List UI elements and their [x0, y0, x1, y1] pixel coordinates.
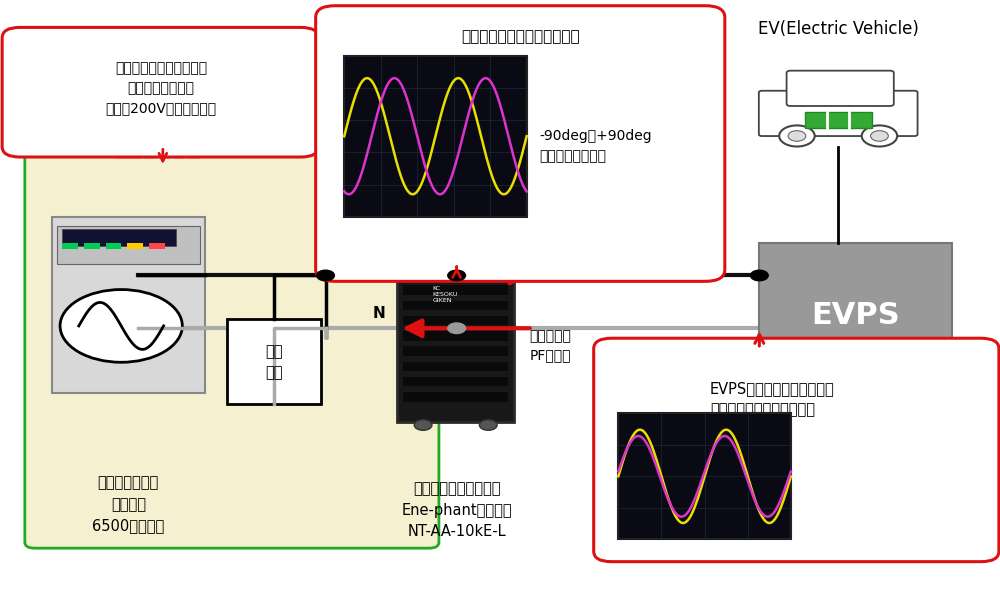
Bar — [403, 331, 508, 340]
Circle shape — [448, 323, 466, 333]
Bar — [52, 217, 205, 392]
Bar — [149, 243, 165, 249]
Circle shape — [788, 131, 806, 141]
Text: 抗抗
負荷: 抗抗 負荷 — [265, 344, 283, 380]
FancyBboxPatch shape — [25, 96, 439, 548]
Bar — [403, 285, 508, 295]
Circle shape — [472, 260, 486, 268]
Text: EVPSの力率改善機能により
無効電力を改善し省エネ化: EVPSの力率改善機能により 無効電力を改善し省エネ化 — [710, 381, 835, 417]
FancyBboxPatch shape — [2, 27, 319, 157]
Circle shape — [750, 270, 768, 281]
Bar — [805, 112, 872, 128]
Text: EVPS: EVPS — [811, 301, 900, 330]
Text: プログラマブル
交流電源
6500シリーズ: プログラマブル 交流電源 6500シリーズ — [92, 475, 164, 533]
Bar — [403, 377, 508, 387]
FancyBboxPatch shape — [759, 91, 918, 136]
Text: 交直両用回生電子負荷
Ene-phantシリーズ
NT-AA-10kE-L: 交直両用回生電子負荷 Ene-phantシリーズ NT-AA-10kE-L — [401, 481, 512, 539]
Bar — [397, 266, 514, 422]
Bar — [344, 56, 527, 217]
Text: 力率を可変し無効電力を発生: 力率を可変し無効電力を発生 — [461, 29, 580, 44]
Bar — [403, 301, 508, 310]
Bar — [403, 362, 508, 371]
Circle shape — [871, 131, 888, 141]
FancyBboxPatch shape — [316, 6, 725, 281]
Text: L: L — [373, 253, 382, 268]
Bar — [57, 226, 200, 264]
Text: EV(Electric Vehicle): EV(Electric Vehicle) — [758, 20, 919, 38]
Bar — [127, 243, 143, 249]
FancyBboxPatch shape — [787, 70, 894, 106]
Bar — [403, 392, 508, 401]
Text: 系統模擂部分: 系統模擂部分 — [116, 134, 200, 159]
FancyBboxPatch shape — [594, 338, 999, 562]
Circle shape — [479, 420, 497, 430]
Bar — [227, 320, 321, 404]
Text: N: N — [373, 306, 386, 321]
Bar — [106, 243, 121, 249]
Bar — [403, 316, 508, 326]
Bar — [62, 229, 176, 246]
Text: -90deg～+90deg
の範囲で可変可能: -90deg～+90deg の範囲で可変可能 — [539, 130, 652, 163]
Circle shape — [414, 420, 432, 430]
Text: 負荷モード
PFモード: 負荷モード PFモード — [530, 329, 571, 362]
Circle shape — [317, 270, 334, 281]
Circle shape — [779, 126, 815, 146]
Circle shape — [862, 126, 897, 146]
Bar — [62, 243, 78, 249]
Circle shape — [448, 270, 466, 281]
Bar — [618, 413, 791, 539]
Text: 系統電源動作を交流電源
と抗抗負荷で模擂
（単相200V系統も模擂）: 系統電源動作を交流電源 と抗抗負荷で模擂 （単相200V系統も模擂） — [105, 61, 216, 115]
Bar — [403, 346, 508, 356]
Circle shape — [425, 260, 439, 268]
Circle shape — [60, 289, 182, 362]
Bar — [84, 243, 100, 249]
Bar — [759, 243, 952, 387]
Text: KC
KESOKU
GIKEN: KC KESOKU GIKEN — [432, 287, 458, 303]
